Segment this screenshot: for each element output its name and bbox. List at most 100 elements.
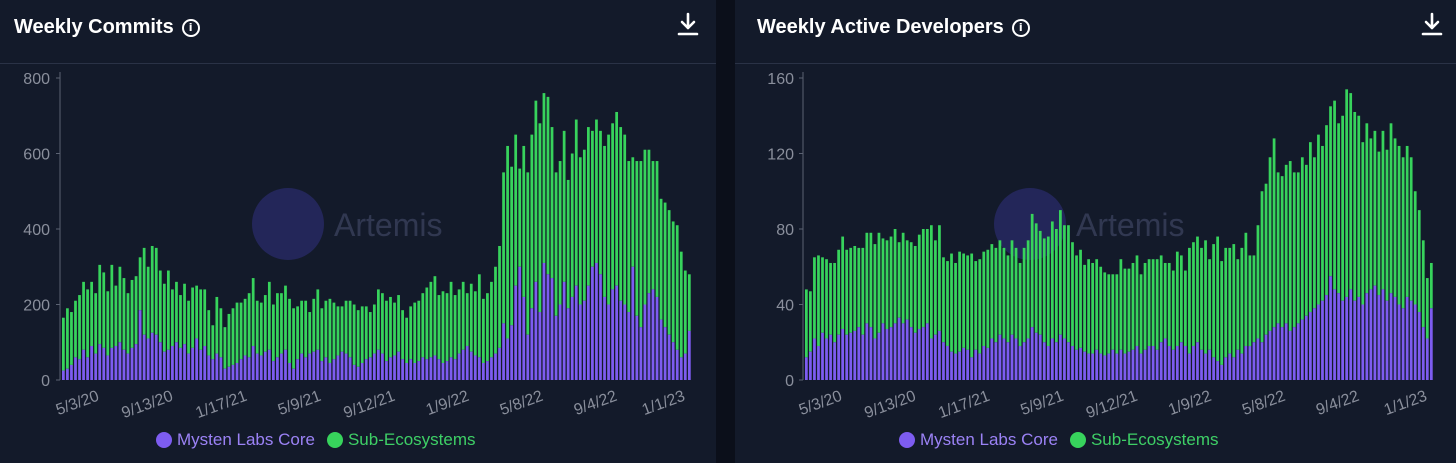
bar-sub-ecosystems <box>865 232 869 324</box>
bar-mysten-labs-core <box>1071 346 1074 380</box>
bar-mysten-labs-core <box>1429 308 1433 380</box>
bar-mysten-labs-core <box>1204 353 1207 380</box>
bar-mysten-labs-core <box>490 357 493 380</box>
bar-mysten-labs-core <box>1079 347 1082 380</box>
y-tick-label: 160 <box>767 71 794 88</box>
info-icon[interactable]: i <box>1011 18 1030 37</box>
bar-mysten-labs-core <box>284 349 287 380</box>
info-icon[interactable]: i <box>181 18 200 37</box>
bar-mysten-labs-core <box>469 351 473 380</box>
bar-sub-ecosystems <box>1401 157 1405 309</box>
bar-mysten-labs-core <box>207 355 211 380</box>
legend-item-sub[interactable]: Sub-Ecosystems <box>326 430 476 450</box>
bar-mysten-labs-core <box>78 359 81 380</box>
x-tick-label: 5/9/21 <box>1018 388 1066 419</box>
bar-mysten-labs-core <box>526 334 530 380</box>
bar-sub-ecosystems <box>372 304 376 354</box>
bar-sub-ecosystems <box>473 291 477 356</box>
bar-mysten-labs-core <box>381 353 384 380</box>
legend-item-core[interactable]: Mysten Labs Core <box>156 430 315 450</box>
bar-mysten-labs-core <box>473 355 477 380</box>
bar-sub-ecosystems <box>1429 262 1433 309</box>
bar-mysten-labs-core <box>651 289 655 380</box>
bar-mysten-labs-core <box>1365 293 1369 380</box>
bar-mysten-labs-core <box>893 323 897 380</box>
bar-mysten-labs-core <box>817 346 820 380</box>
bar-mysten-labs-core <box>1409 300 1413 380</box>
bar-sub-ecosystems <box>1393 138 1397 297</box>
legend-item-sub[interactable]: Sub-Ecosystems <box>1069 430 1219 450</box>
bar-mysten-labs-core <box>66 368 69 380</box>
bar-mysten-labs-core <box>179 347 182 380</box>
bar-sub-ecosystems <box>1341 115 1345 301</box>
bar-mysten-labs-core <box>336 355 340 380</box>
bar-sub-ecosystems <box>429 281 433 358</box>
bar-mysten-labs-core <box>845 334 849 380</box>
bar-mysten-labs-core <box>457 353 461 380</box>
bar-sub-ecosystems <box>938 225 941 331</box>
download-icon[interactable] <box>1421 12 1443 38</box>
bar-mysten-labs-core <box>1107 353 1111 380</box>
bar-mysten-labs-core <box>623 304 627 380</box>
bar-mysten-labs-core <box>647 293 651 380</box>
bar-sub-ecosystems <box>1421 240 1425 328</box>
bar-mysten-labs-core <box>259 355 263 380</box>
bar-sub-ecosystems <box>461 281 465 350</box>
panel-header: Weekly Commits i <box>0 0 716 64</box>
bar-sub-ecosystems <box>994 247 998 343</box>
bar-mysten-labs-core <box>1175 346 1179 380</box>
bar-mysten-labs-core <box>405 363 409 380</box>
bar-mysten-labs-core <box>1361 304 1365 380</box>
bar-sub-ecosystems <box>1268 157 1272 331</box>
bar-mysten-labs-core <box>1184 346 1187 380</box>
bar-sub-ecosystems <box>1272 138 1276 328</box>
x-tick-label: 5/3/20 <box>797 388 845 419</box>
bar-mysten-labs-core <box>1313 308 1316 380</box>
bar-sub-ecosystems <box>421 293 425 358</box>
bar-sub-ecosystems <box>231 308 235 365</box>
bar-sub-ecosystems <box>381 293 384 354</box>
bar-mysten-labs-core <box>1325 295 1328 380</box>
bar-mysten-labs-core <box>929 338 933 380</box>
bar-mysten-labs-core <box>921 327 925 380</box>
y-tick-label: 0 <box>785 373 794 390</box>
bar-sub-ecosystems <box>1292 172 1296 328</box>
bar-sub-ecosystems <box>954 262 957 354</box>
bar-sub-ecosystems <box>219 308 223 358</box>
bar-mysten-labs-core <box>1038 334 1042 380</box>
bar-sub-ecosystems <box>929 225 933 339</box>
bar-mysten-labs-core <box>372 353 376 380</box>
bar-mysten-labs-core <box>219 357 223 380</box>
bar-mysten-labs-core <box>901 323 905 380</box>
bar-sub-ecosystems <box>457 289 461 354</box>
bar-sub-ecosystems <box>1107 274 1111 354</box>
bar-mysten-labs-core <box>506 338 509 380</box>
bar-sub-ecosystems <box>1413 191 1417 305</box>
bar-sub-ecosystems <box>453 295 457 360</box>
bar-sub-ecosystems <box>1397 145 1401 305</box>
bar-sub-ecosystems <box>1333 100 1336 290</box>
bar-sub-ecosystems <box>1135 255 1139 347</box>
x-tick-label: 5/3/20 <box>54 388 102 419</box>
bar-sub-ecosystems <box>1373 130 1377 286</box>
bar-sub-ecosystems <box>70 312 73 365</box>
chart-legend: Mysten Labs Core Sub-Ecosystems <box>899 430 1219 450</box>
bar-mysten-labs-core <box>675 349 679 380</box>
legend-item-core[interactable]: Mysten Labs Core <box>899 430 1058 450</box>
bar-sub-ecosystems <box>1200 247 1203 350</box>
bar-mysten-labs-core <box>1212 357 1215 380</box>
bar-sub-ecosystems <box>554 172 558 316</box>
bar-mysten-labs-core <box>1296 323 1300 380</box>
bar-mysten-labs-core <box>1373 285 1377 380</box>
bar-mysten-labs-core <box>1329 276 1332 380</box>
bar-mysten-labs-core <box>429 357 433 380</box>
bar-mysten-labs-core <box>215 353 219 380</box>
bar-mysten-labs-core <box>437 359 441 380</box>
bar-sub-ecosystems <box>66 308 69 369</box>
bar-mysten-labs-core <box>1397 304 1401 380</box>
bar-mysten-labs-core <box>615 285 619 380</box>
bar-sub-ecosystems <box>1067 225 1070 343</box>
download-icon[interactable] <box>677 12 699 38</box>
bar-sub-ecosystems <box>1385 149 1389 301</box>
bar-mysten-labs-core <box>195 338 199 380</box>
